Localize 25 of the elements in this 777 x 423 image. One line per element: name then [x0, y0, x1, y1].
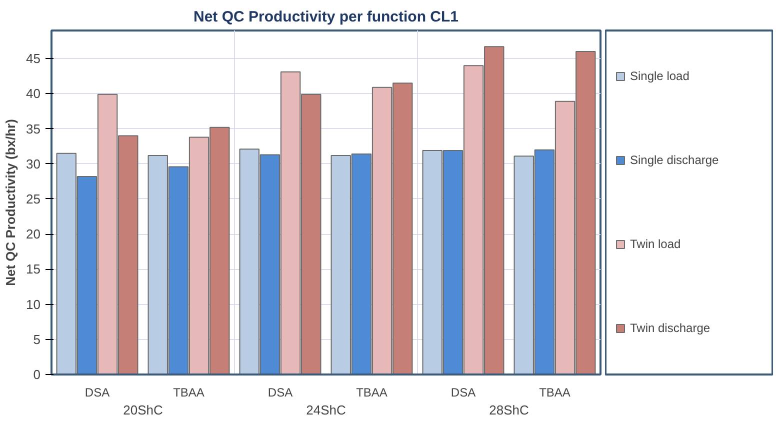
y-tick-label: 25: [26, 191, 41, 206]
legend-label: Twin discharge: [630, 321, 710, 335]
x-tick-label: TBAA: [173, 386, 204, 400]
text: 24ShC: [306, 402, 346, 418]
y-tick-label: 15: [26, 262, 41, 277]
text: 20ShC: [123, 402, 163, 418]
legend-label: Twin load: [630, 237, 681, 251]
y-axis-title: Net QC Productivity (bx/hr): [3, 119, 18, 286]
y-tick-label: 20: [26, 226, 41, 242]
x-tick-label: DSA: [84, 386, 110, 400]
legend-label: Single discharge: [630, 153, 719, 167]
y-tick-label: 10: [26, 296, 41, 312]
y-tick-label: 5: [33, 332, 41, 347]
legend-label: Single load: [630, 69, 690, 83]
y-tick-label: 30: [26, 156, 41, 172]
chart-title: Net QC Productivity per function CL1: [193, 8, 459, 26]
x-tick-label: DSA: [268, 386, 293, 400]
x-tick-label: TBAA: [539, 386, 570, 400]
y-tick-label: 40: [26, 86, 41, 102]
y-tick-label: 45: [26, 51, 41, 66]
text: 28ShC: [489, 402, 529, 418]
x-tick-label: DSA: [450, 386, 476, 400]
x-tick-label: TBAA: [356, 386, 388, 400]
y-tick-label: 0: [33, 367, 41, 382]
y-tick-label: 35: [26, 121, 41, 136]
